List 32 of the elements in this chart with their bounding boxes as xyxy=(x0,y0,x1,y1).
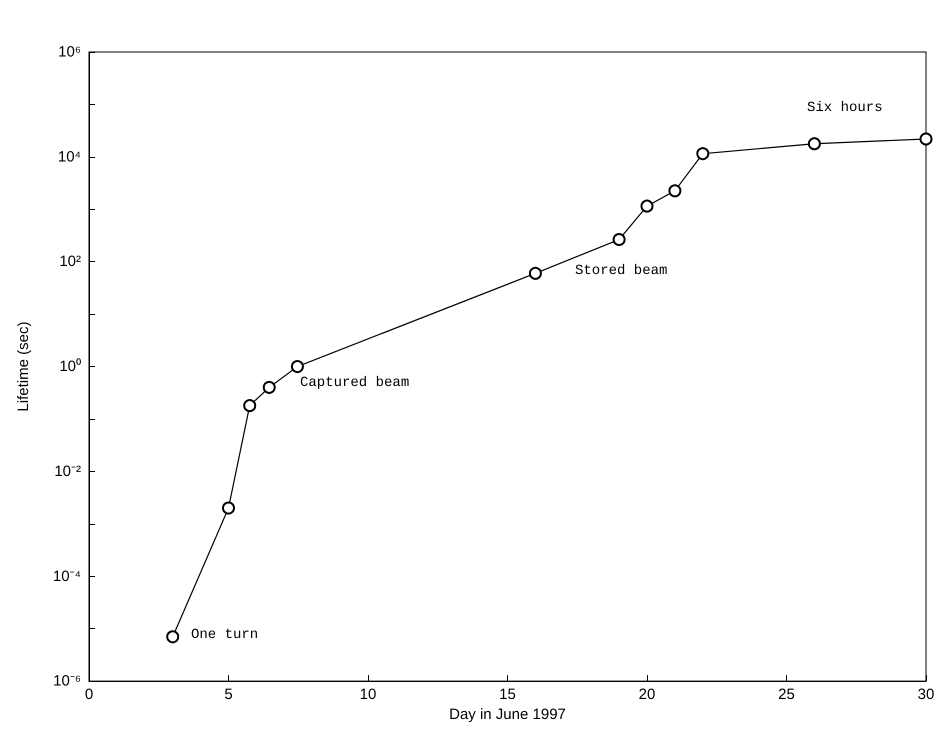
point xyxy=(808,137,821,150)
x-axis-title: Day in June 1997 xyxy=(449,706,566,723)
point xyxy=(222,502,235,515)
point xyxy=(290,360,304,374)
point xyxy=(920,132,932,146)
y-tick-label: 10⁻⁴ xyxy=(52,568,81,585)
x-tick-label: 10 xyxy=(360,686,376,704)
annotation: Six hours xyxy=(807,100,883,116)
y-tick-label: 10⁶ xyxy=(58,44,81,60)
y-tick-label: 10⁴ xyxy=(58,148,81,166)
y-axis-title: Lifetime (sec) xyxy=(15,322,32,412)
annotation: Captured beam xyxy=(300,375,410,391)
point xyxy=(696,147,710,160)
x-tick-label: 15 xyxy=(499,686,516,704)
point xyxy=(668,184,682,198)
x-tick-label: 20 xyxy=(638,686,656,704)
point xyxy=(612,233,626,246)
x-tick-label: 0 xyxy=(84,686,94,704)
annotation: Stored beam xyxy=(575,263,668,279)
x-tick-label: 30 xyxy=(918,686,934,704)
point xyxy=(640,200,654,213)
y-tick-label: 10⁰ xyxy=(59,358,81,376)
x-tick-label: 25 xyxy=(778,686,795,704)
y-tick-label: 10² xyxy=(59,253,81,270)
annotation: One turn xyxy=(191,627,258,643)
point xyxy=(262,380,276,394)
point xyxy=(166,630,180,644)
point xyxy=(243,399,256,412)
x-tick-label: 5 xyxy=(224,686,233,704)
y-tick-label: 10⁻⁶ xyxy=(53,672,81,690)
point xyxy=(528,266,542,280)
y-tick-label: 10⁻² xyxy=(54,462,81,480)
